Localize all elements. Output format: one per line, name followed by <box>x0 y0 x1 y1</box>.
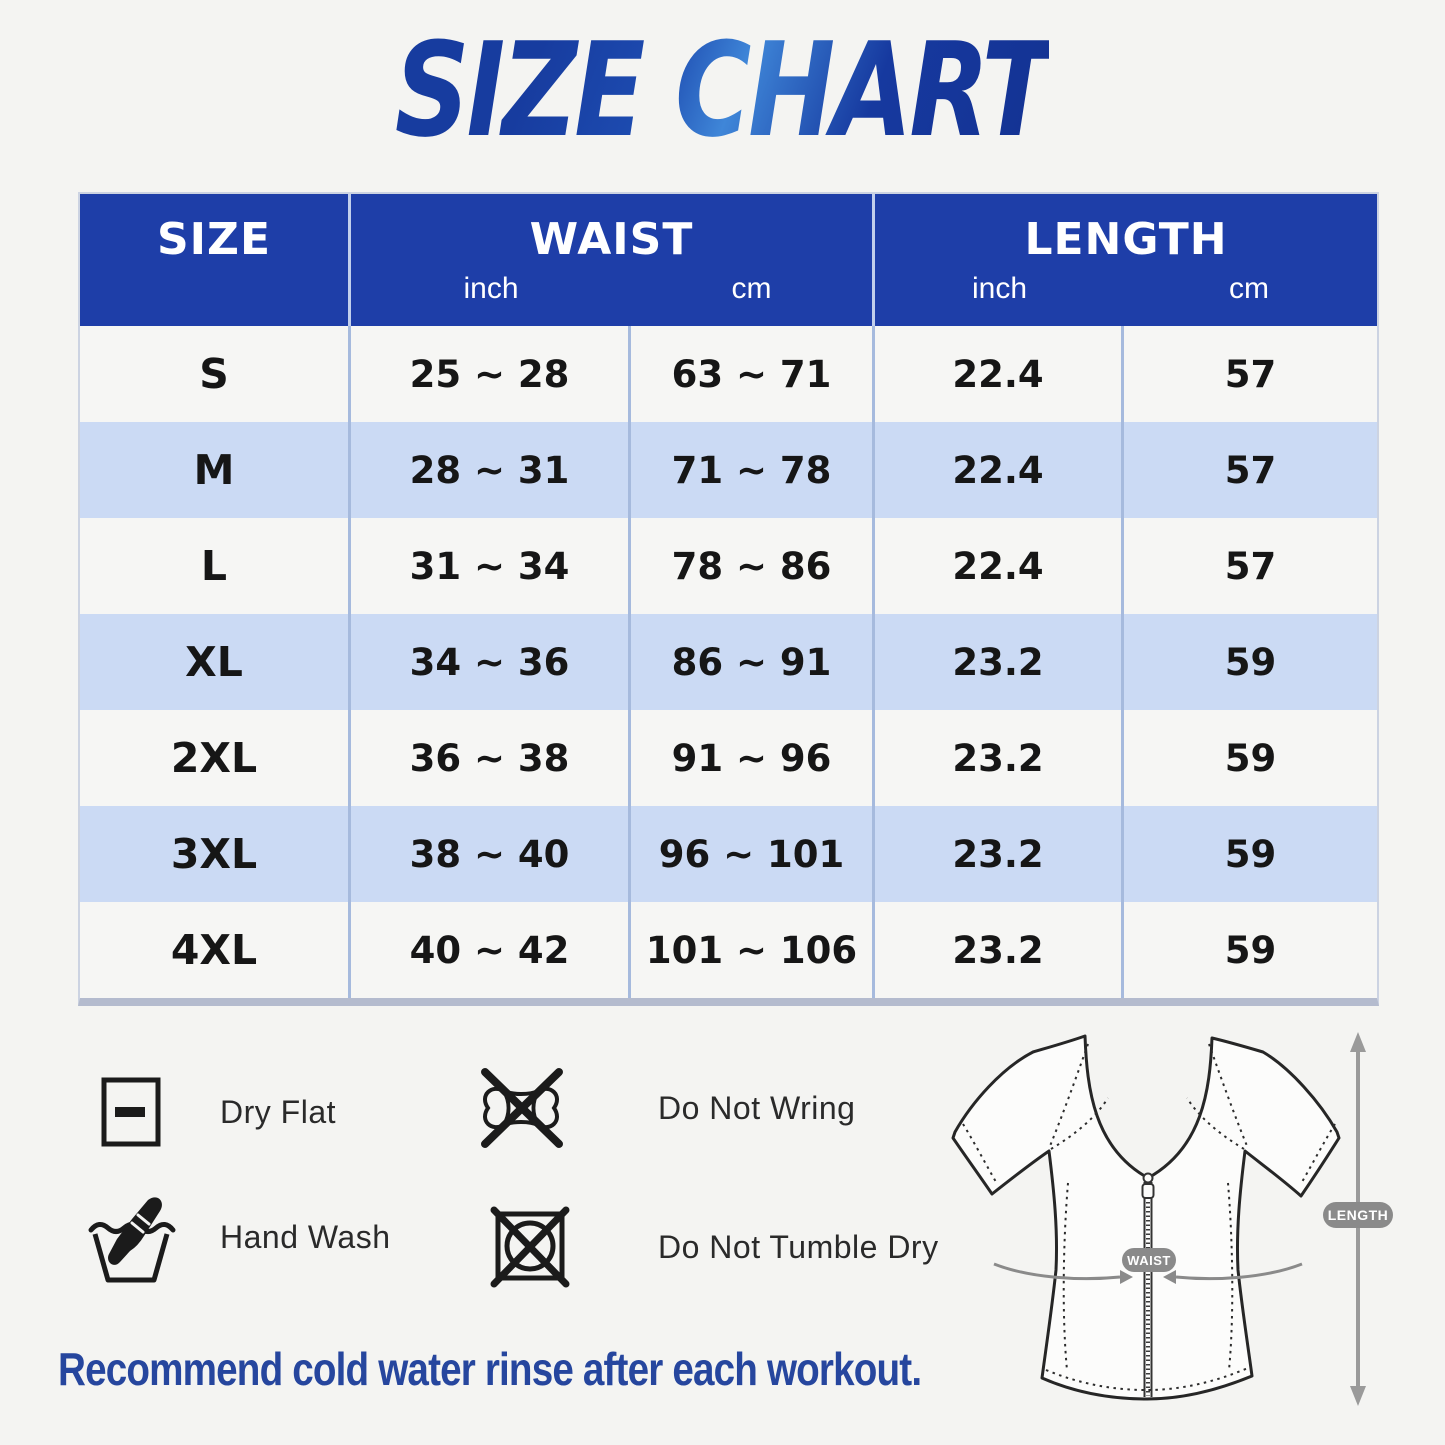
cell-length-cm: 59 <box>1224 736 1277 780</box>
care-item-do-not-wring: Do Not Wring <box>473 1064 855 1152</box>
cell-size: L <box>80 518 351 614</box>
cell-length-inch: 23.2 <box>875 710 1124 806</box>
header-length-units: inch cm <box>875 274 1377 304</box>
table-row: 2XL 36 ~ 38 91 ~ 96 23.2 59 <box>80 710 1377 806</box>
cell-length-inch: 22.4 <box>875 326 1124 422</box>
cell-length-cm: 59 <box>1224 640 1277 684</box>
table-row: M 28 ~ 31 71 ~ 78 22.4 57 <box>80 422 1377 518</box>
cell-length-cm: 59 <box>1224 928 1277 972</box>
cell-length-cm: 57 <box>1224 448 1277 492</box>
header-cell-waist: WAIST inch cm <box>351 194 875 326</box>
length-badge: LENGTH <box>1323 1202 1393 1228</box>
cell-size: 3XL <box>80 806 351 902</box>
cell-size: S <box>80 326 351 422</box>
cell-size: XL <box>80 614 351 710</box>
cell-waist-inch: 38 ~ 40 <box>351 806 631 902</box>
header-cell-length: LENGTH inch cm <box>875 194 1377 326</box>
cell-length-inch: 22.4 <box>875 422 1124 518</box>
cell-waist-cm: 71 ~ 78 <box>631 422 875 518</box>
care-label: Do Not Tumble Dry <box>658 1228 939 1265</box>
care-label: Hand Wash <box>220 1218 391 1255</box>
waist-badge-label: WAIST <box>1127 1253 1171 1268</box>
title-wrap: SIZE CHART <box>0 22 1445 159</box>
zipper <box>1141 1172 1155 1397</box>
footer-note: Recommend cold water rinse after each wo… <box>58 1343 922 1395</box>
stitch-lines <box>962 1043 1336 1392</box>
cell-length-cm: 57 <box>1224 352 1277 396</box>
care-item-do-not-tumble-dry: Do Not Tumble Dry <box>490 1204 939 1290</box>
table-row: XL 34 ~ 36 86 ~ 91 23.2 59 <box>80 614 1377 710</box>
cell-length-inch: 23.2 <box>875 614 1124 710</box>
cell-waist-inch: 34 ~ 36 <box>351 614 631 710</box>
length-unit-cm: cm <box>1229 272 1269 305</box>
care-item-dry-flat: Dry Flat <box>98 1076 336 1148</box>
header-size-label: SIZE <box>156 214 272 265</box>
do-not-tumble-dry-icon <box>490 1206 570 1288</box>
cell-size: 4XL <box>80 902 351 998</box>
size-table-body: S 25 ~ 28 63 ~ 71 22.4 57 M 28 ~ 31 71 ~… <box>80 326 1377 998</box>
waist-badge: WAIST <box>1122 1248 1176 1272</box>
cell-length-cm: 57 <box>1224 544 1277 588</box>
cell-length-inch: 22.4 <box>875 518 1124 614</box>
header-waist-units: inch cm <box>351 274 872 304</box>
waist-unit-cm: cm <box>731 272 772 305</box>
length-unit-inch: inch <box>971 272 1028 305</box>
cell-length-inch: 23.2 <box>875 806 1124 902</box>
dry-flat-icon <box>101 1077 161 1147</box>
do-not-wring-icon <box>481 1068 563 1148</box>
garment-diagram: WAIST LENGTH <box>951 1032 1393 1406</box>
cell-waist-inch: 40 ~ 42 <box>351 902 631 998</box>
cell-waist-cm: 96 ~ 101 <box>631 806 875 902</box>
header-waist-label: WAIST <box>529 214 694 265</box>
table-row: 4XL 40 ~ 42 101 ~ 106 23.2 59 <box>80 902 1377 998</box>
cell-waist-cm: 86 ~ 91 <box>631 614 875 710</box>
cell-waist-cm: 101 ~ 106 <box>631 902 875 998</box>
cell-waist-cm: 91 ~ 96 <box>631 710 875 806</box>
care-label: Do Not Wring <box>658 1089 856 1126</box>
table-row: S 25 ~ 28 63 ~ 71 22.4 57 <box>80 326 1377 422</box>
care-label: Dry Flat <box>220 1093 336 1130</box>
size-table-header: SIZE WAIST inch cm LENGTH inch cm <box>80 194 1377 326</box>
page-title: SIZE CHART <box>395 14 1053 166</box>
size-table: SIZE WAIST inch cm LENGTH inch cm S 25 <box>78 192 1379 1006</box>
length-badge-label: LENGTH <box>1328 1207 1389 1223</box>
cell-length-inch: 23.2 <box>875 902 1124 998</box>
header-cell-size: SIZE <box>80 194 351 326</box>
hand-wash-icon <box>88 1197 176 1283</box>
cell-waist-inch: 25 ~ 28 <box>351 326 631 422</box>
cell-length-cm: 59 <box>1224 832 1277 876</box>
table-row: 3XL 38 ~ 40 96 ~ 101 23.2 59 <box>80 806 1377 902</box>
header-length-label: LENGTH <box>1024 214 1228 265</box>
cell-waist-cm: 63 ~ 71 <box>631 326 875 422</box>
waist-unit-inch: inch <box>463 272 519 305</box>
cell-waist-cm: 78 ~ 86 <box>631 518 875 614</box>
cell-waist-inch: 31 ~ 34 <box>351 518 631 614</box>
care-item-hand-wash: Hand Wash <box>86 1188 391 1286</box>
cell-size: 2XL <box>80 710 351 806</box>
cell-waist-inch: 28 ~ 31 <box>351 422 631 518</box>
cell-size: M <box>80 422 351 518</box>
garment-outline <box>951 1034 1341 1401</box>
cell-waist-inch: 36 ~ 38 <box>351 710 631 806</box>
waist-arrows <box>993 1262 1303 1284</box>
table-row: L 31 ~ 34 78 ~ 86 22.4 57 <box>80 518 1377 614</box>
